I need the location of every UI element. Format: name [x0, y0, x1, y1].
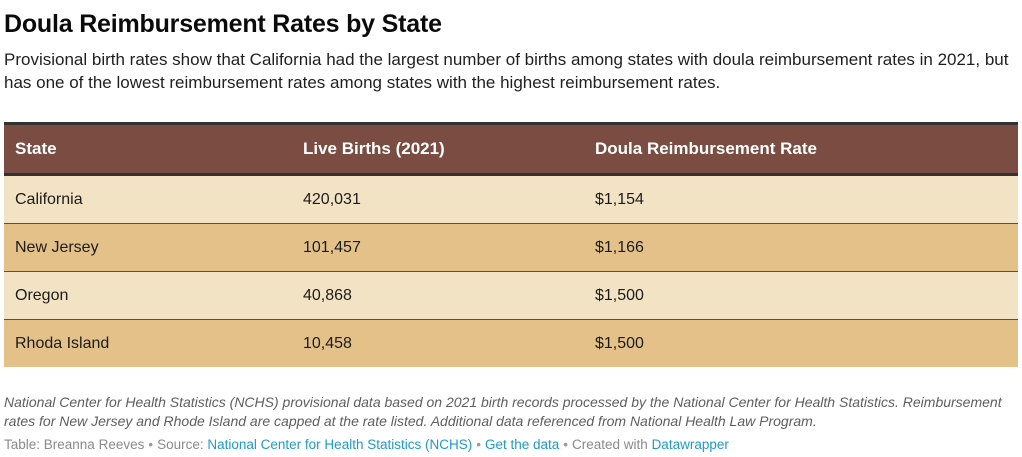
separator: • — [563, 437, 568, 452]
cell-live-births: 420,031 — [292, 174, 584, 224]
table-row: Oregon 40,868 $1,500 — [4, 271, 1018, 320]
cell-live-births: 10,458 — [292, 319, 584, 367]
cell-state: Rhoda Island — [4, 319, 292, 367]
table-row: California 420,031 $1,154 — [4, 174, 1018, 224]
byline: Table: Breanna Reeves • Source: National C… — [4, 436, 1018, 454]
table-credit: Table: Breanna Reeves — [4, 437, 145, 452]
cell-state: California — [4, 174, 292, 224]
cell-live-births: 40,868 — [292, 271, 584, 320]
column-header-reimbursement-rate[interactable]: Doula Reimbursement Rate — [584, 122, 1018, 176]
cell-state: New Jersey — [4, 223, 292, 272]
datawrapper-link[interactable]: Datawrapper — [651, 437, 729, 452]
cell-reimbursement-rate: $1,154 — [584, 174, 1018, 224]
get-the-data-link[interactable]: Get the data — [484, 437, 560, 452]
table-row: Rhoda Island 10,458 $1,500 — [4, 319, 1018, 367]
separator: • — [148, 437, 154, 452]
cell-reimbursement-rate: $1,500 — [584, 271, 1018, 320]
cell-reimbursement-rate: $1,500 — [584, 319, 1018, 367]
table-header-row: State Live Births (2021) Doula Reimburse… — [4, 122, 1018, 176]
footnote: National Center for Health Statistics (N… — [4, 394, 1002, 429]
table-row: New Jersey 101,457 $1,166 — [4, 223, 1018, 272]
cell-state: Oregon — [4, 271, 292, 320]
cell-reimbursement-rate: $1,166 — [584, 223, 1018, 272]
column-header-state[interactable]: State — [4, 122, 292, 176]
source-link[interactable]: National Center for Health Statistics (N… — [207, 437, 473, 452]
separator: • — [476, 437, 481, 452]
created-with-label: Created with — [572, 437, 648, 452]
chart-container: Doula Reimbursement Rates by State Provi… — [4, 0, 1018, 94]
data-table: State Live Births (2021) Doula Reimburse… — [4, 122, 1018, 367]
page-title: Doula Reimbursement Rates by State — [4, 10, 442, 38]
column-header-live-births[interactable]: Live Births (2021) — [292, 122, 584, 176]
cell-live-births: 101,457 — [292, 223, 584, 272]
subtitle: Provisional birth rates show that Califo… — [4, 50, 1009, 92]
source-label: Source: — [157, 437, 204, 452]
